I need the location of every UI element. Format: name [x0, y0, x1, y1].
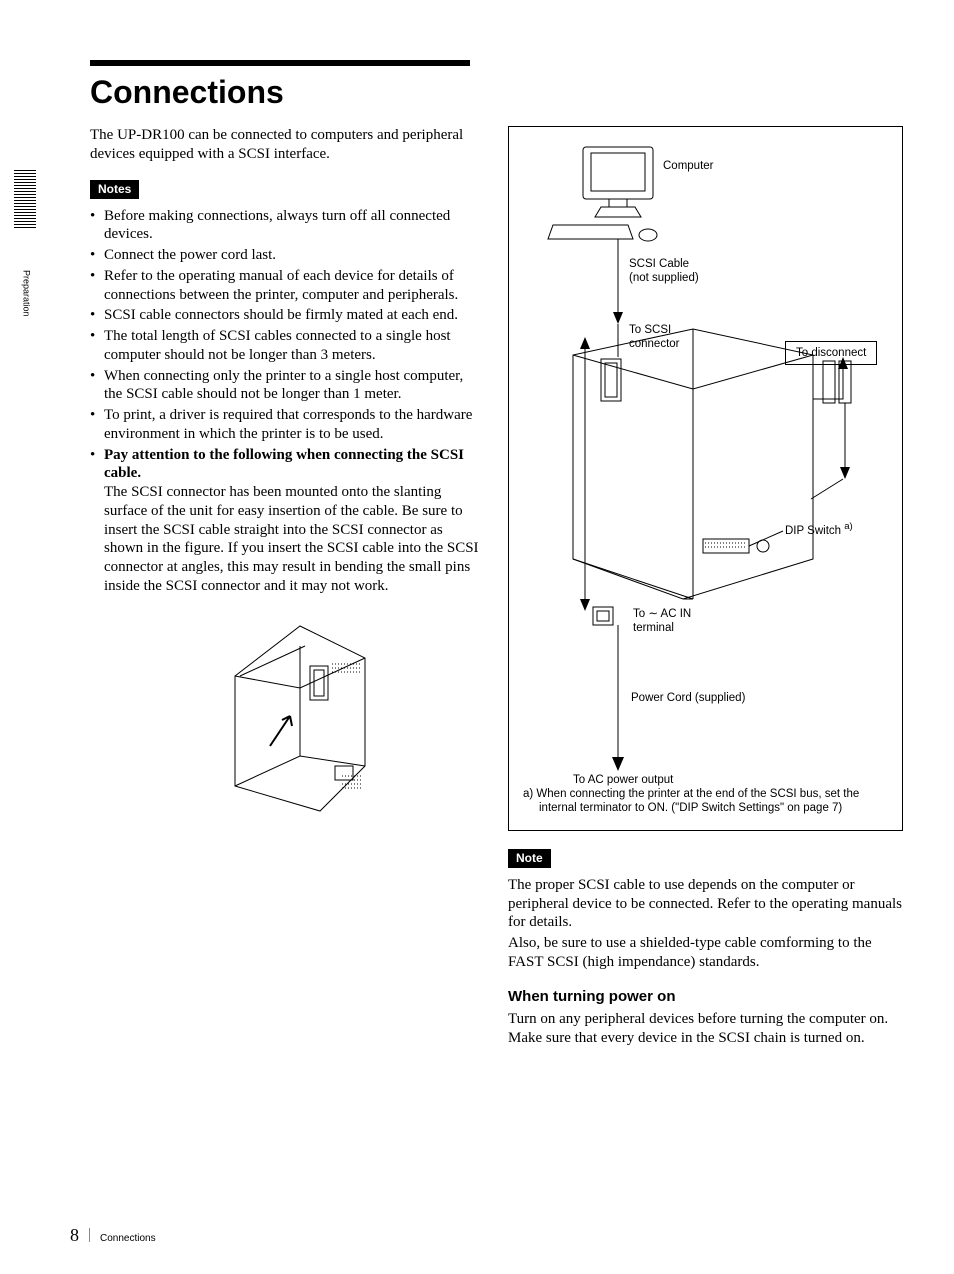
page-number: 8	[70, 1224, 79, 1247]
right-note-p1: The proper SCSI cable to use depends on …	[508, 876, 903, 932]
diagram-footnote: a) When connecting the printer at the en…	[523, 787, 888, 816]
right-note-body: The proper SCSI cable to use depends on …	[508, 876, 903, 972]
diagram-label-computer: Computer	[663, 159, 714, 173]
side-tab-stripes	[14, 170, 36, 230]
diagram-label-to-ac-output: To AC power output	[573, 773, 673, 787]
two-column-layout: The UP-DR100 can be connected to compute…	[90, 126, 910, 1048]
note-badge: Note	[508, 849, 551, 868]
note-text: SCSI cable connectors should be firmly m…	[104, 307, 458, 323]
side-tab: Preparation	[14, 170, 36, 350]
intro-paragraph: The UP-DR100 can be connected to compute…	[90, 126, 480, 164]
note-item: The total length of SCSI cables connecte…	[90, 327, 480, 365]
diagram-label-to-disconnect: To disconnect	[785, 341, 877, 365]
note-item: Refer to the operating manual of each de…	[90, 267, 480, 305]
scsi-insertion-figure	[90, 616, 480, 832]
note-text: Connect the power cord last.	[104, 247, 276, 263]
notes-badge: Notes	[90, 180, 139, 199]
notes-list: Before making connections, always turn o…	[90, 207, 480, 596]
scsi-insertion-svg	[180, 616, 390, 826]
note-text: The total length of SCSI cables connecte…	[104, 328, 451, 363]
note-text-bold: Pay attention to the following when conn…	[104, 447, 464, 482]
title-rule	[90, 60, 470, 66]
note-text: To print, a driver is required that corr…	[104, 407, 472, 442]
subhead-body: Turn on any peripheral devices before tu…	[508, 1010, 903, 1048]
note-text: Refer to the operating manual of each de…	[104, 268, 458, 303]
page-content: Connections The UP-DR100 can be connecte…	[90, 60, 910, 1048]
side-tab-label: Preparation	[20, 270, 31, 317]
diagram-label-to-ac-in: To ∼ AC IN terminal	[633, 607, 691, 636]
connection-diagram: Computer SCSI Cable (not supplied) To SC…	[523, 139, 888, 779]
note-text: Before making connections, always turn o…	[104, 208, 450, 243]
diagram-label-dip-switch-text: DIP Switch	[785, 525, 841, 537]
note-item: Pay attention to the following when conn…	[90, 446, 480, 596]
diagram-label-to-scsi-connector: To SCSI connector	[629, 323, 680, 352]
page-title: Connections	[90, 72, 910, 112]
footer-section-name: Connections	[100, 1233, 156, 1246]
diagram-label-dip-switch-sup: a)	[844, 521, 853, 532]
right-column: Computer SCSI Cable (not supplied) To SC…	[508, 126, 903, 1048]
page-footer: 8 Connections	[70, 1224, 156, 1247]
note-item: To print, a driver is required that corr…	[90, 406, 480, 444]
diagram-label-power-cord: Power Cord (supplied)	[631, 691, 745, 705]
right-note-p2: Also, be sure to use a shielded-type cab…	[508, 934, 903, 972]
note-continuation: The SCSI connector has been mounted onto…	[104, 483, 480, 596]
left-column: The UP-DR100 can be connected to compute…	[90, 126, 480, 1048]
diagram-label-scsi-cable: SCSI Cable (not supplied)	[629, 257, 699, 286]
note-item: When connecting only the printer to a si…	[90, 367, 480, 405]
note-item: SCSI cable connectors should be firmly m…	[90, 306, 480, 325]
note-item: Connect the power cord last.	[90, 246, 480, 265]
footer-divider	[89, 1228, 90, 1242]
subhead: When turning power on	[508, 988, 903, 1007]
note-item: Before making connections, always turn o…	[90, 207, 480, 245]
diagram-label-dip-switch: DIP Switch a)	[785, 521, 853, 538]
connection-diagram-svg	[523, 139, 888, 779]
note-text: When connecting only the printer to a si…	[104, 368, 463, 403]
connection-diagram-box: Computer SCSI Cable (not supplied) To SC…	[508, 126, 903, 831]
